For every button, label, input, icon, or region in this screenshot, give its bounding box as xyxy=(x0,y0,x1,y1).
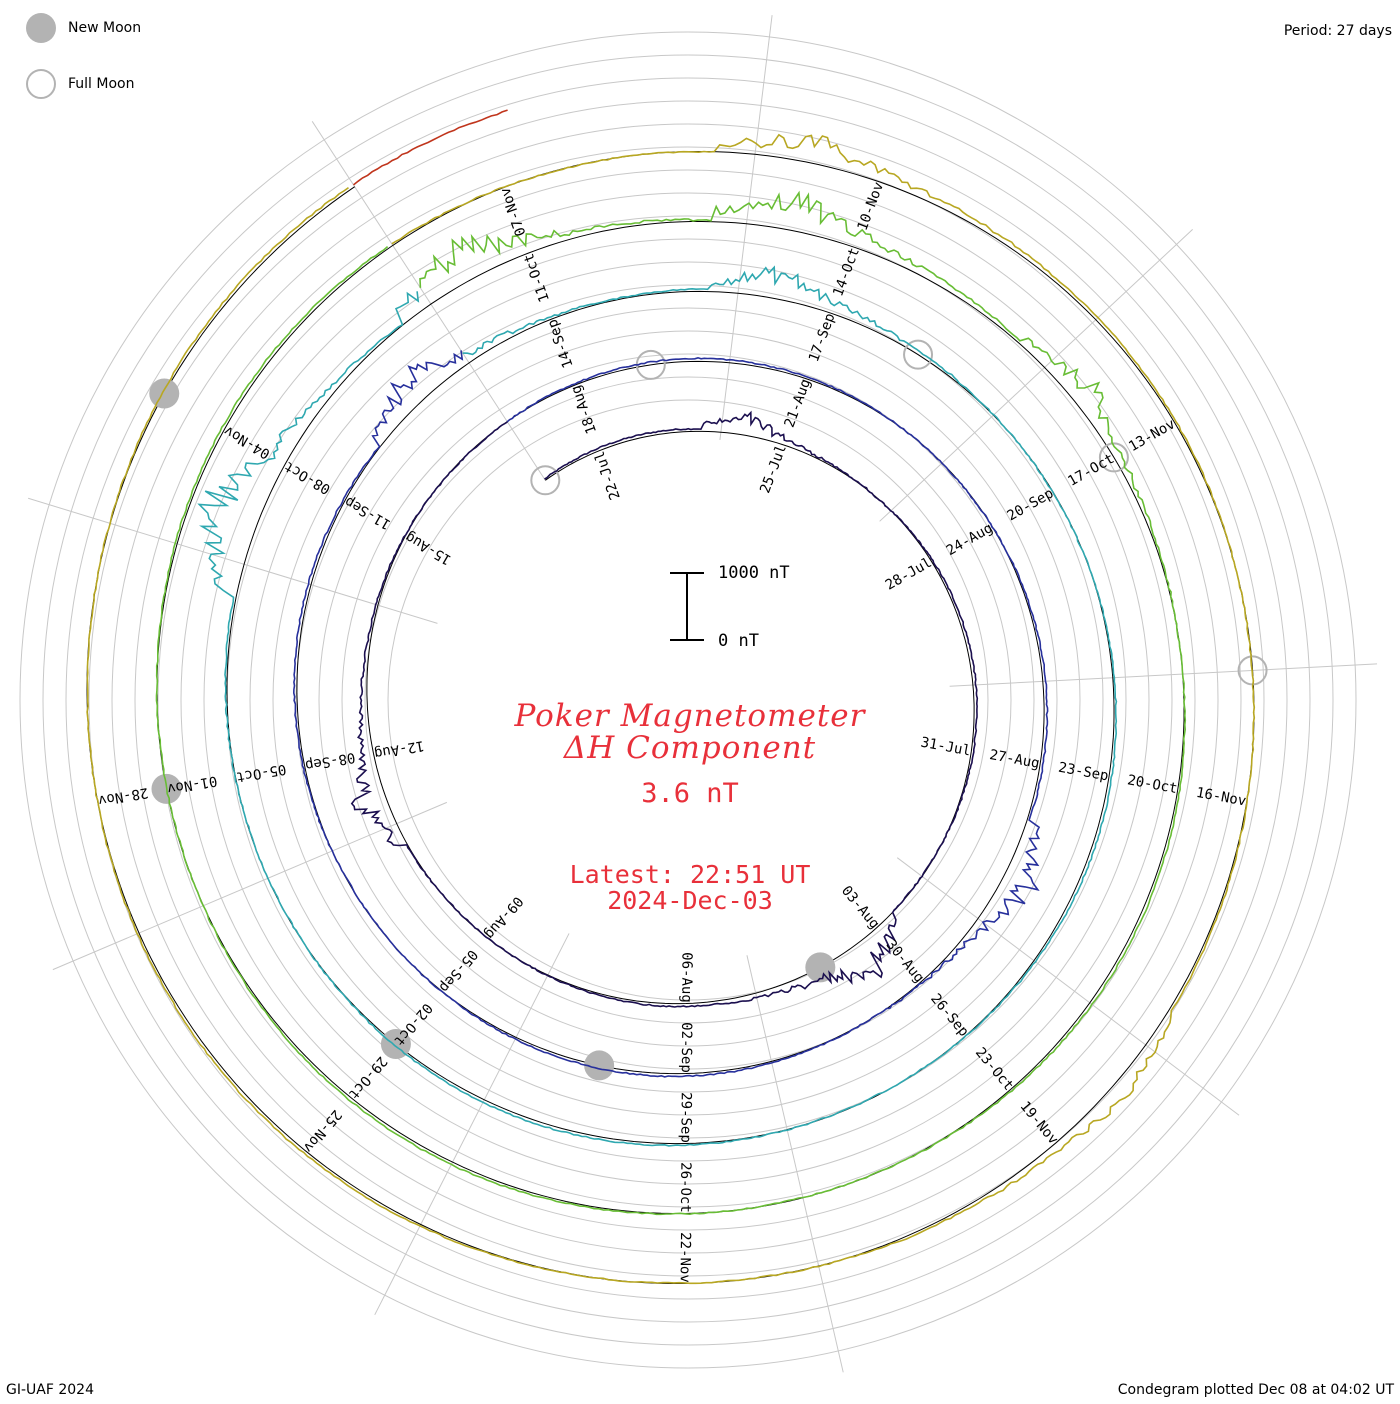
tick-label: 04-Nov xyxy=(221,422,273,461)
new-moon-marker xyxy=(805,952,836,983)
tick-label: 25-Jul xyxy=(757,443,790,496)
tick-label: 22-Nov xyxy=(677,1232,693,1283)
chart-title: Poker Magnetometer xyxy=(514,698,866,734)
full-moon-marker xyxy=(530,465,561,496)
data-trace-cycle-1 xyxy=(350,410,979,1008)
tick-label: 24-Aug xyxy=(944,520,996,559)
grid-ring xyxy=(42,54,1334,1346)
tick-label: 20-Oct xyxy=(1126,772,1179,797)
full-moon-marker xyxy=(903,339,934,370)
tick-label: 28-Jul xyxy=(883,555,935,594)
tick-label: 02-Sep xyxy=(678,1022,694,1073)
footer-plot-time: Condegram plotted Dec 08 at 04:02 UT xyxy=(1117,1382,1394,1398)
grid-ring xyxy=(180,192,1196,1208)
tick-label: 15-Aug xyxy=(403,528,455,567)
tick-label: 14-Sep xyxy=(545,317,577,370)
tick-label: 08-Sep xyxy=(304,749,357,773)
tick-label: 29-Oct xyxy=(345,1053,390,1102)
data-trace-cycle-2 xyxy=(292,350,1049,1078)
grid-ring xyxy=(65,77,1311,1323)
tick-label: 07-Nov xyxy=(497,185,529,238)
grid-ring xyxy=(318,330,1058,1070)
full-moon-icon xyxy=(26,69,56,99)
full-moon-marker xyxy=(1098,442,1129,473)
tick-label: 27-Aug xyxy=(988,747,1041,772)
grid-ring xyxy=(157,169,1219,1231)
grid-ring xyxy=(341,353,1035,1047)
grid-ring xyxy=(387,399,989,1001)
grid-ring xyxy=(295,307,1081,1093)
grid-ring xyxy=(203,215,1173,1185)
grid-spoke xyxy=(374,933,570,1316)
grid-ring xyxy=(111,123,1265,1277)
legend-new-moon-label: New Moon xyxy=(68,20,142,36)
grid-ring xyxy=(134,146,1242,1254)
data-trace-cycle-6 xyxy=(353,109,508,186)
tick-label: 28-Nov xyxy=(97,784,150,808)
data-trace-cycle-4 xyxy=(155,190,1187,1216)
legend-full-moon-label: Full Moon xyxy=(68,76,135,92)
footer-credit: GI-UAF 2024 xyxy=(6,1382,94,1398)
grid-spoke xyxy=(896,857,1240,1116)
tick-label: 17-Sep xyxy=(806,311,839,364)
legend-full-moon: Full Moon xyxy=(26,69,134,99)
tick-label: 06-Aug xyxy=(678,952,694,1003)
grid-spoke xyxy=(949,663,1378,687)
tick-label: 12-Aug xyxy=(373,737,426,761)
grid-spoke xyxy=(879,229,1193,522)
tick-label: 14-Oct xyxy=(830,246,863,299)
tick-label: 08-Oct xyxy=(282,458,334,497)
scale-bar xyxy=(670,572,704,641)
new-moon-marker xyxy=(149,378,180,409)
tick-label: 26-Oct xyxy=(677,1162,693,1213)
data-trace-cycle-5 xyxy=(86,133,1256,1285)
grid-ring xyxy=(364,376,1012,1024)
tick-label: 16-Nov xyxy=(1195,785,1248,810)
tick-label: 21-Aug xyxy=(782,377,815,430)
tick-label: 13-Nov xyxy=(1126,416,1178,455)
grid-spoke xyxy=(28,497,438,624)
grid-spoke xyxy=(52,801,448,971)
grid-spoke xyxy=(311,121,546,481)
scale-bottom-label: 0 nT xyxy=(718,631,759,651)
grid-spoke xyxy=(746,955,844,1373)
tick-label: 11-Oct xyxy=(521,251,553,304)
grid-ring xyxy=(19,31,1357,1369)
tick-label: 05-Oct xyxy=(235,761,288,785)
period-label: Period: 27 days xyxy=(1283,23,1392,39)
grid-ring xyxy=(249,261,1127,1139)
new-moon-icon xyxy=(26,13,56,43)
new-moon-marker xyxy=(584,1050,615,1081)
tick-label: 11-Sep xyxy=(342,493,394,532)
tick-label: 29-Sep xyxy=(677,1092,693,1143)
legend-new-moon: New Moon xyxy=(26,13,141,43)
grid-spoke xyxy=(719,15,773,441)
data-trace-cycle-3 xyxy=(197,265,1118,1147)
chart-subtitle: ΔH Component xyxy=(563,730,817,766)
tick-label: 20-Sep xyxy=(1005,485,1057,524)
tick-label: 22-Jul xyxy=(592,449,624,502)
scale-top-label: 1000 nT xyxy=(718,563,790,583)
grid-ring xyxy=(272,284,1104,1116)
tick-label: 30-Aug xyxy=(882,937,927,986)
grid-ring xyxy=(88,100,1288,1300)
tick-label: 26-Sep xyxy=(927,991,972,1040)
current-value: 3.6 nT xyxy=(641,778,739,809)
tick-label: 05-Sep xyxy=(436,946,481,995)
latest-date: 2024-Dec-03 xyxy=(607,886,773,915)
latest-time: Latest: 22:51 UT xyxy=(569,860,811,889)
tick-label: 23-Sep xyxy=(1057,760,1110,785)
